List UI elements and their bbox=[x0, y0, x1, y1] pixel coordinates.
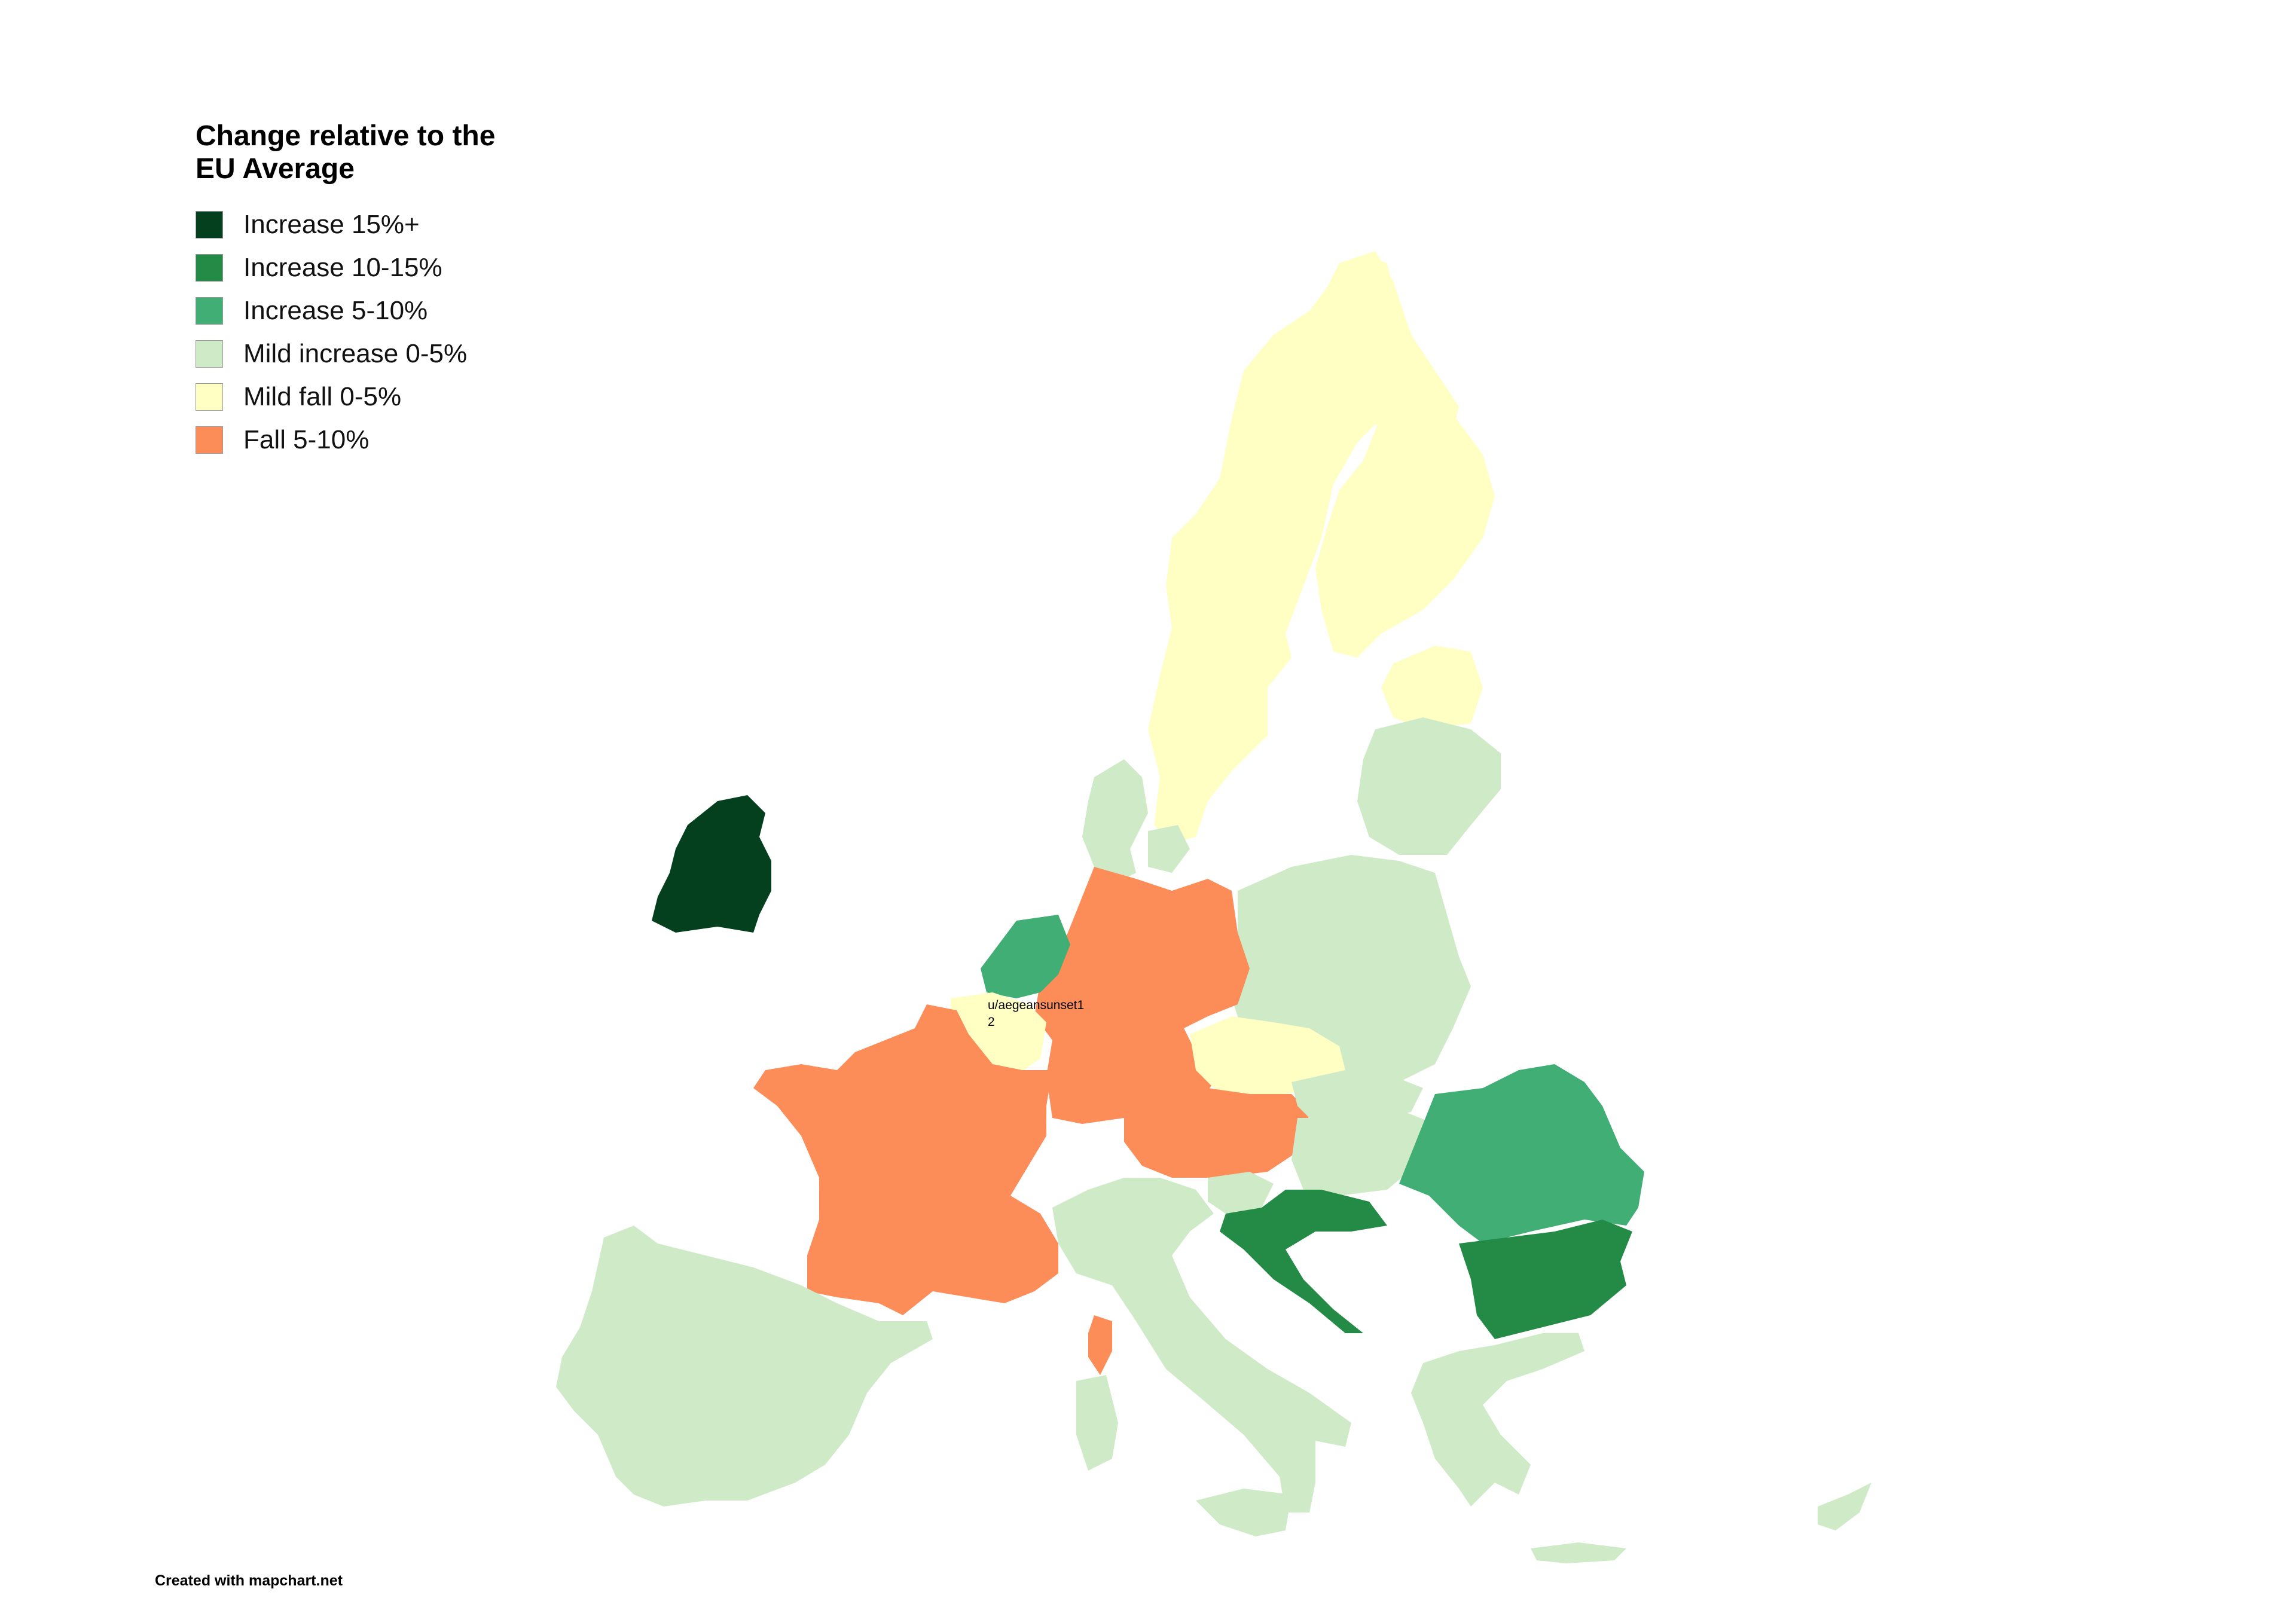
credit-text: Created with mapchart.net bbox=[155, 1572, 343, 1589]
legend-label: Mild increase 0-5% bbox=[243, 339, 468, 368]
legend-item: Increase 5-10% bbox=[196, 289, 554, 332]
country-denmark-islands[interactable] bbox=[1148, 825, 1190, 873]
legend-item: Fall 5-10% bbox=[196, 418, 554, 462]
legend-swatch bbox=[196, 383, 223, 411]
country-sweden[interactable] bbox=[1148, 251, 1459, 843]
country-greece[interactable] bbox=[1411, 1333, 1584, 1507]
legend-title: Change relative to the EU Average bbox=[196, 120, 496, 185]
legend-item: Mild fall 0-5% bbox=[196, 375, 554, 418]
country-france-corsica[interactable] bbox=[1088, 1315, 1112, 1375]
country-slovenia[interactable] bbox=[1208, 1172, 1274, 1214]
country-greece-crete[interactable] bbox=[1531, 1542, 1626, 1563]
country-finland[interactable] bbox=[1315, 257, 1495, 658]
country-estonia[interactable] bbox=[1381, 646, 1483, 729]
country-ireland[interactable] bbox=[652, 795, 771, 933]
country-italy-sardinia[interactable] bbox=[1076, 1375, 1118, 1471]
legend-label: Mild fall 0-5% bbox=[243, 382, 402, 411]
legend-label: Fall 5-10% bbox=[243, 425, 370, 454]
legend-swatch bbox=[196, 340, 223, 368]
country-bulgaria[interactable] bbox=[1459, 1220, 1632, 1339]
legend: Change relative to the EU Average Increa… bbox=[196, 120, 554, 462]
legend-label: Increase 5-10% bbox=[243, 296, 428, 325]
country-denmark[interactable] bbox=[1082, 759, 1148, 885]
country-slovakia[interactable] bbox=[1292, 1070, 1423, 1124]
country-croatia[interactable] bbox=[1220, 1190, 1387, 1333]
legend-item: Increase 10-15% bbox=[196, 246, 554, 289]
country-france[interactable] bbox=[753, 1004, 1058, 1315]
legend-swatch bbox=[196, 297, 223, 325]
country-austria[interactable] bbox=[1124, 1088, 1309, 1178]
country-spain[interactable] bbox=[556, 1226, 933, 1507]
country-cyprus[interactable] bbox=[1818, 1483, 1871, 1530]
country-romania[interactable] bbox=[1399, 1064, 1644, 1243]
country-hungary[interactable] bbox=[1292, 1112, 1435, 1196]
legend-swatch bbox=[196, 254, 223, 282]
legend-label: Increase 10-15% bbox=[243, 253, 442, 282]
country-italy-sicily[interactable] bbox=[1196, 1489, 1292, 1536]
legend-label: Increase 15%+ bbox=[243, 210, 420, 239]
legend-item: Increase 15%+ bbox=[196, 203, 554, 246]
legend-swatch bbox=[196, 426, 223, 454]
country-italy[interactable] bbox=[1052, 1178, 1351, 1513]
legend-items: Increase 15%+ Increase 10-15% Increase 5… bbox=[196, 203, 554, 462]
country-lithuania[interactable] bbox=[1357, 717, 1501, 855]
country-belgium[interactable] bbox=[951, 992, 1046, 1076]
author-label: u/aegeansunset1 2 bbox=[988, 998, 1085, 1029]
legend-swatch bbox=[196, 211, 223, 239]
legend-item: Mild increase 0-5% bbox=[196, 332, 554, 375]
country-netherlands[interactable] bbox=[981, 915, 1070, 998]
